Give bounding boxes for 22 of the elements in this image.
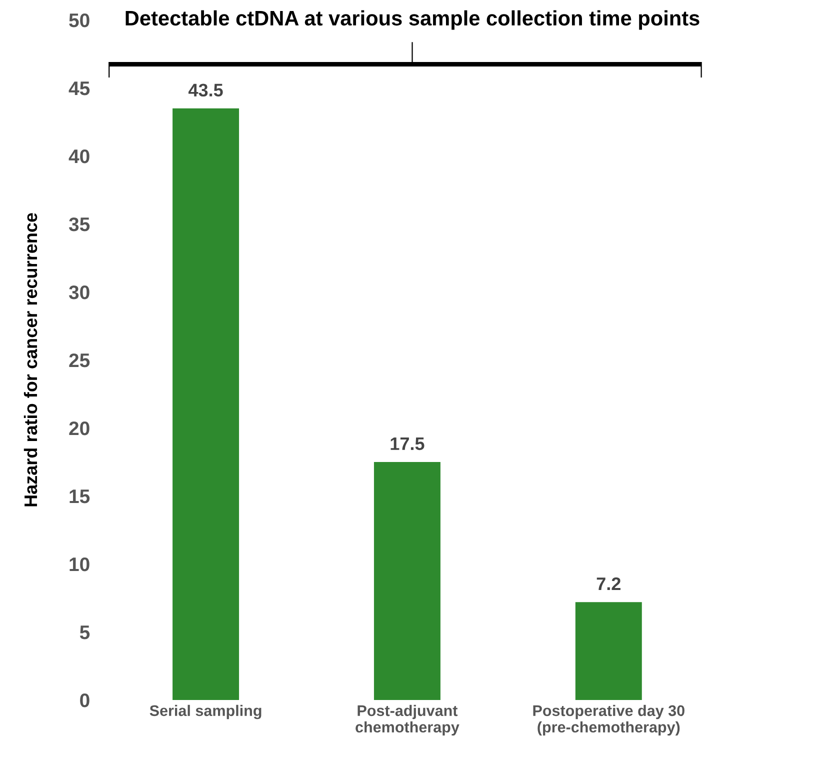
y-tick-label: 5 bbox=[80, 626, 90, 640]
x-tick-label: Serial sampling bbox=[150, 704, 262, 720]
x-tick-label: Postoperative day 30 (pre-chemotherapy) bbox=[533, 704, 684, 736]
y-tick-label: 35 bbox=[68, 217, 90, 232]
y-tick-label: 15 bbox=[70, 490, 90, 504]
data-label: 43.5 bbox=[188, 84, 223, 97]
bar bbox=[575, 602, 642, 700]
y-tick-label: 40 bbox=[68, 149, 90, 164]
y-tick-label: 20 bbox=[69, 421, 90, 436]
y-tick-label: 0 bbox=[80, 693, 90, 708]
y-tick-label: 50 bbox=[69, 13, 90, 28]
y-tick-label: 10 bbox=[70, 557, 90, 572]
bar bbox=[172, 108, 240, 700]
y-axis-title: Hazard ratio for cancer recurrence bbox=[24, 213, 38, 506]
chart-title: Detectable ctDNA at various sample collection time points bbox=[126, 10, 700, 30]
data-label: 17.5 bbox=[390, 438, 424, 450]
y-tick-label: 45 bbox=[68, 82, 90, 96]
x-tick-label: Post-adjuvant chemotherapy bbox=[356, 704, 460, 736]
y-tick-label: 30 bbox=[68, 285, 90, 300]
bar bbox=[374, 462, 440, 700]
y-tick-label: 25 bbox=[69, 353, 90, 368]
data-label: 7.2 bbox=[596, 577, 620, 590]
